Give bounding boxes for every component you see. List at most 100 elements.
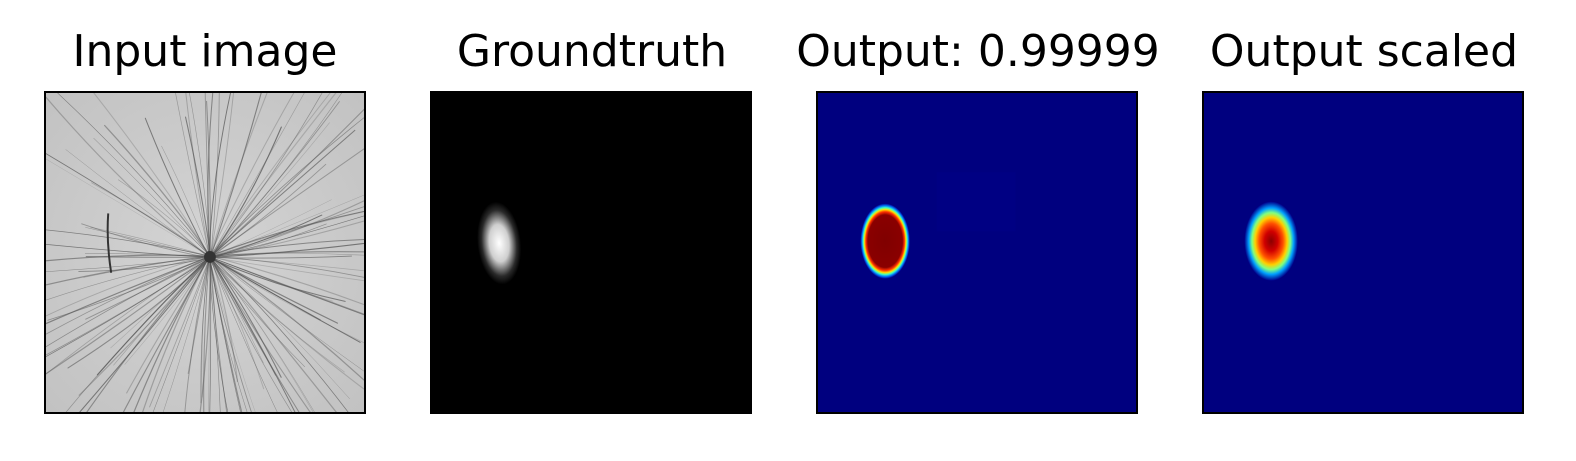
crack-line bbox=[215, 206, 364, 256]
crack-line bbox=[46, 96, 206, 255]
crack-line bbox=[124, 261, 208, 365]
input-image-panel bbox=[44, 91, 366, 414]
crack-line bbox=[214, 122, 330, 254]
crack-line bbox=[214, 163, 327, 255]
crack-line bbox=[214, 259, 339, 324]
crack-line bbox=[104, 124, 208, 253]
crack-line bbox=[199, 262, 212, 412]
crack-line bbox=[213, 129, 356, 254]
crack-line bbox=[215, 215, 364, 257]
crack-line bbox=[90, 226, 205, 256]
crack-line bbox=[215, 242, 364, 258]
crack-line bbox=[213, 260, 337, 412]
crack-line bbox=[209, 262, 248, 412]
crack-line bbox=[122, 261, 208, 412]
crack-line bbox=[215, 255, 352, 259]
crack-line bbox=[161, 145, 209, 252]
crack-line bbox=[212, 261, 264, 364]
crack-line bbox=[85, 227, 205, 256]
crack-line bbox=[213, 260, 282, 378]
title-output-scaled: Output scaled bbox=[1209, 26, 1519, 77]
crack-line bbox=[212, 261, 311, 412]
crack-line bbox=[212, 93, 331, 253]
crack-line bbox=[187, 262, 210, 374]
crack-line bbox=[93, 93, 208, 253]
crack-line bbox=[207, 93, 214, 252]
crack-line bbox=[163, 262, 209, 412]
output-scaled-panel bbox=[1202, 91, 1524, 414]
crack-line bbox=[113, 260, 207, 366]
crack-line bbox=[118, 179, 207, 253]
crack-line bbox=[93, 138, 207, 253]
crack-line bbox=[210, 93, 234, 252]
crack-line bbox=[208, 93, 231, 252]
crack-line bbox=[213, 126, 282, 254]
crack-line bbox=[213, 93, 323, 254]
output-panel bbox=[816, 91, 1138, 414]
crack-line bbox=[214, 260, 350, 399]
crack-line bbox=[215, 223, 327, 258]
crack-line bbox=[46, 158, 206, 255]
groundtruth-panel bbox=[430, 91, 752, 414]
crack-line bbox=[65, 149, 206, 255]
crack-line bbox=[213, 261, 345, 373]
crack-line bbox=[78, 260, 207, 396]
jet-colormap-heatmap-image bbox=[1204, 93, 1522, 412]
crack-line bbox=[175, 93, 209, 252]
crack-line bbox=[46, 229, 205, 256]
output-blob bbox=[860, 203, 910, 279]
output-scaled-blob bbox=[1244, 201, 1298, 281]
title-output: Output: 0.99999 bbox=[796, 26, 1160, 77]
crack-line bbox=[214, 260, 364, 344]
crack-line bbox=[215, 256, 364, 272]
crack-line bbox=[215, 257, 364, 282]
jet-colormap-heatmap-image bbox=[818, 93, 1136, 412]
crack-line bbox=[46, 256, 205, 286]
crack-line bbox=[213, 117, 364, 253]
crack-line bbox=[46, 258, 205, 335]
crack-line bbox=[214, 260, 349, 412]
crack-line bbox=[211, 262, 293, 412]
crack-line bbox=[185, 116, 211, 252]
dark-streak bbox=[106, 213, 113, 273]
crack-line bbox=[46, 153, 206, 254]
crack-line bbox=[214, 259, 364, 381]
crack-line bbox=[203, 262, 210, 412]
crack-line bbox=[208, 262, 229, 412]
title-input-image: Input image bbox=[72, 26, 338, 77]
crack-line bbox=[211, 93, 295, 252]
crack-line bbox=[215, 199, 332, 256]
crack-line bbox=[215, 253, 364, 256]
crack-line bbox=[209, 262, 243, 412]
crack-line bbox=[210, 262, 221, 412]
crack-line bbox=[214, 260, 364, 372]
crack-line bbox=[46, 260, 206, 357]
crack-line bbox=[46, 257, 205, 301]
crack-line bbox=[46, 259, 206, 375]
crack-line bbox=[213, 260, 315, 412]
crack-line bbox=[214, 210, 364, 255]
crack-line bbox=[149, 262, 209, 408]
crack-line bbox=[185, 93, 209, 252]
crack-line bbox=[126, 261, 207, 394]
crack-line bbox=[208, 262, 211, 412]
crack-line bbox=[210, 93, 220, 252]
crack-line bbox=[79, 261, 207, 412]
crack-line bbox=[211, 261, 239, 383]
crack-center bbox=[204, 251, 216, 263]
crack-line bbox=[152, 262, 209, 412]
crack-line bbox=[211, 261, 300, 412]
crack-line bbox=[84, 253, 205, 257]
crack-line bbox=[214, 259, 361, 343]
crack-line bbox=[46, 256, 205, 317]
crack-line bbox=[85, 259, 206, 320]
radial-crack-texture-image bbox=[46, 93, 364, 412]
crack-line bbox=[85, 256, 205, 258]
crack-line bbox=[212, 93, 305, 253]
crack-line bbox=[214, 211, 364, 255]
crack-line bbox=[215, 194, 364, 256]
crack-line bbox=[142, 261, 207, 412]
crack-line bbox=[200, 262, 209, 404]
crack-line bbox=[210, 262, 256, 412]
crack-line bbox=[46, 260, 206, 356]
